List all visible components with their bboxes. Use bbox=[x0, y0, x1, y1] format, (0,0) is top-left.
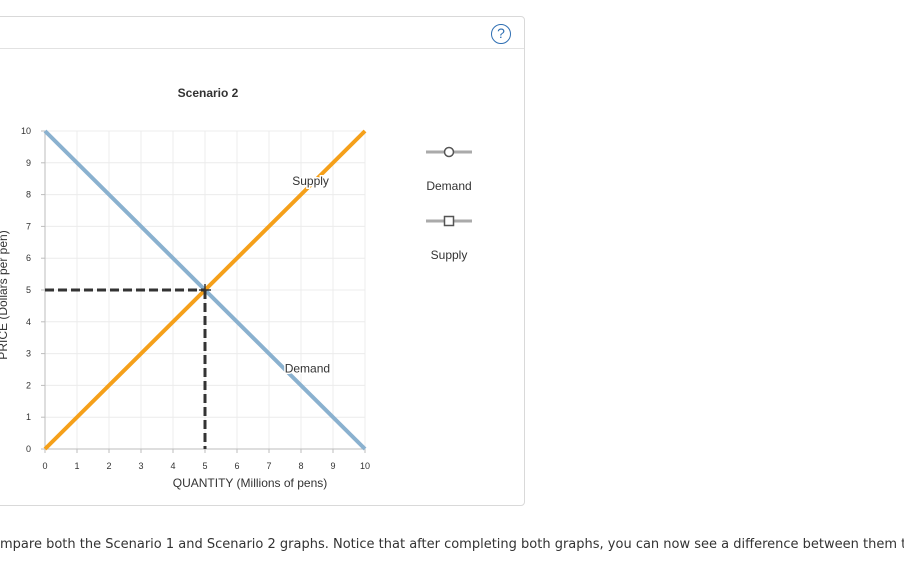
line-label-demand: Demand bbox=[285, 362, 330, 376]
y-tick-label: 3 bbox=[26, 349, 31, 359]
x-tick-label: 1 bbox=[74, 461, 79, 471]
y-axis-label: PRICE (Dollars per pen) bbox=[0, 230, 10, 359]
y-tick-label: 9 bbox=[26, 158, 31, 168]
legend-label: Supply bbox=[431, 248, 468, 262]
chart-labels: QUANTITY (Millions of pens) PRICE (Dollar… bbox=[0, 86, 332, 490]
legend: Demand Supply bbox=[426, 146, 472, 263]
y-tick-label: 8 bbox=[26, 190, 31, 200]
y-tick-label: 10 bbox=[21, 126, 31, 136]
y-tick-label: 1 bbox=[26, 412, 31, 422]
chart-title: Scenario 2 bbox=[178, 86, 239, 100]
x-tick-label: 0 bbox=[42, 461, 47, 471]
y-tick-label: 0 bbox=[26, 444, 31, 454]
x-tick-label: 10 bbox=[360, 461, 370, 471]
x-tick-label: 2 bbox=[106, 461, 111, 471]
circle-marker-icon bbox=[443, 146, 455, 158]
x-tick-label: 3 bbox=[138, 461, 143, 471]
line-label-supply: Supply bbox=[292, 174, 329, 188]
x-tick-label: 7 bbox=[266, 461, 271, 471]
y-tick-label: 7 bbox=[26, 221, 31, 231]
question-text: mpare both the Scenario 1 and Scenario 2… bbox=[0, 537, 904, 552]
equilibrium-guides[interactable] bbox=[45, 284, 211, 449]
legend-supply[interactable]: Supply bbox=[426, 215, 472, 263]
x-tick-label: 9 bbox=[330, 461, 335, 471]
x-axis-label: QUANTITY (Millions of pens) bbox=[173, 476, 327, 490]
panel-divider bbox=[0, 48, 524, 49]
y-tick-label: 4 bbox=[26, 317, 31, 327]
help-icon[interactable]: ? bbox=[491, 24, 511, 44]
y-tick-label: 2 bbox=[26, 380, 31, 390]
x-tick-label: 4 bbox=[170, 461, 175, 471]
legend-label: Demand bbox=[426, 179, 471, 193]
square-marker-icon bbox=[443, 215, 455, 227]
x-tick-label: 5 bbox=[202, 461, 207, 471]
y-tick-label: 6 bbox=[26, 253, 31, 263]
equilibrium-point-handle[interactable] bbox=[199, 284, 211, 296]
x-tick-label: 6 bbox=[234, 461, 239, 471]
graph-panel bbox=[0, 16, 525, 506]
legend-demand[interactable]: Demand bbox=[426, 146, 472, 194]
x-tick-label: 8 bbox=[298, 461, 303, 471]
y-tick-label: 5 bbox=[26, 285, 31, 295]
